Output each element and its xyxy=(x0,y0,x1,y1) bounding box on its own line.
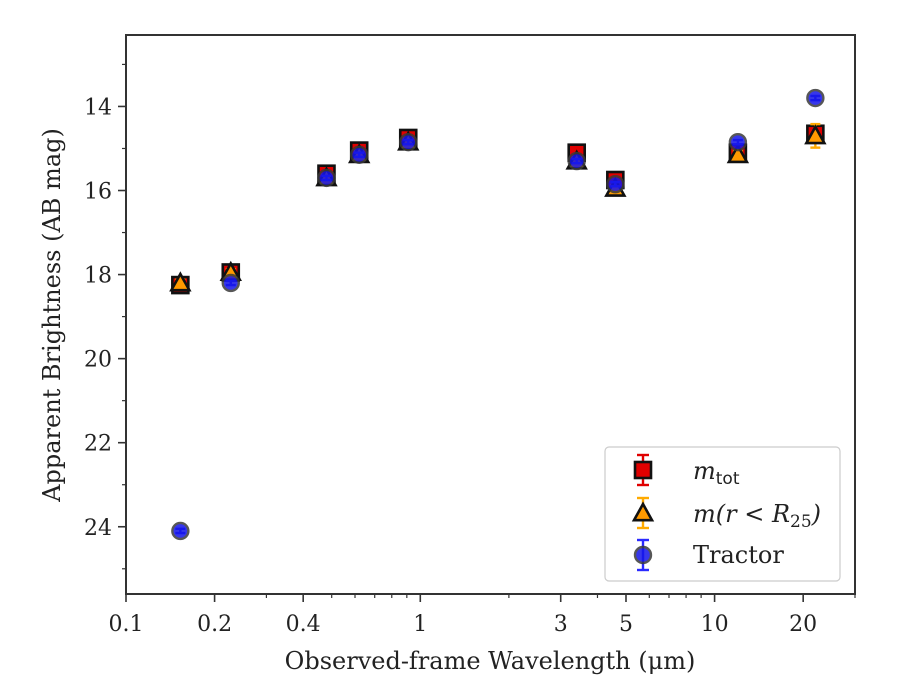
legend: mtot m(r < R25) Tractor xyxy=(604,446,841,582)
y-tick-label-1: 16 xyxy=(84,180,112,205)
ticks-layer: 0.1 0.2 0.4 1 3 5 10 20 14 16 18 20 22 24 xyxy=(84,63,856,637)
legend-tractor-marker xyxy=(633,545,653,565)
tractor-point-0 xyxy=(171,521,190,541)
tractor-point-1 xyxy=(221,273,240,293)
tractor-point-3 xyxy=(349,145,369,164)
series-tractor xyxy=(171,88,825,541)
x-tick-label-6: 10 xyxy=(701,612,729,637)
legend-m-tot-main: m xyxy=(693,457,716,485)
m-r25-point-0 xyxy=(169,271,192,292)
marks-layer xyxy=(169,88,827,541)
y-tick-label-5: 24 xyxy=(84,516,112,541)
legend-m-r25-tail: ) xyxy=(811,500,821,528)
x-tick-label-1: 0.2 xyxy=(197,612,232,637)
y-axis-label: Apparent Brightness (AB mag) xyxy=(38,128,66,503)
legend-m-tot-sub: tot xyxy=(716,469,740,489)
tractor-point-2 xyxy=(317,168,336,188)
y-tick-label-4: 22 xyxy=(84,432,112,457)
legend-box xyxy=(604,446,841,582)
m-r25-point-8 xyxy=(804,124,827,145)
y-tick-label-0: 14 xyxy=(84,95,112,120)
x-tick-label-5: 5 xyxy=(619,612,633,637)
x-tick-label-2: 0.4 xyxy=(286,612,321,637)
tractor-point-8 xyxy=(806,88,825,108)
legend-entry-m-tot: mtot xyxy=(693,457,740,489)
x-tick-label-0: 0.1 xyxy=(109,612,144,637)
legend-m-r25-sub: 25 xyxy=(790,512,812,532)
series-m-r25 xyxy=(169,122,827,292)
y-tick-label-3: 20 xyxy=(84,348,112,373)
tractor-point-4 xyxy=(399,132,418,152)
plot-frame xyxy=(125,34,856,595)
x-tick-label-7: 20 xyxy=(789,612,817,637)
legend-m-r25-marker xyxy=(631,501,655,522)
legend-entry-tractor: Tractor xyxy=(693,541,784,569)
x-tick-label-4: 3 xyxy=(554,612,568,637)
tractor-point-6 xyxy=(606,175,625,194)
m-r25-point-7 xyxy=(726,143,750,164)
x-axis-label: Observed-frame Wavelength (μm) xyxy=(285,647,696,675)
legend-m-r25-main: m(r < R xyxy=(693,500,790,528)
tractor-point-5 xyxy=(567,151,586,171)
legend-m-tot-marker xyxy=(633,460,653,480)
y-tick-label-2: 18 xyxy=(84,264,112,289)
x-tick-label-3: 1 xyxy=(413,612,427,637)
legend-entry-m-r25: m(r < R25) xyxy=(693,500,821,532)
tractor-point-7 xyxy=(728,132,748,152)
legend-markers xyxy=(631,453,655,572)
series-m-tot xyxy=(171,124,825,295)
